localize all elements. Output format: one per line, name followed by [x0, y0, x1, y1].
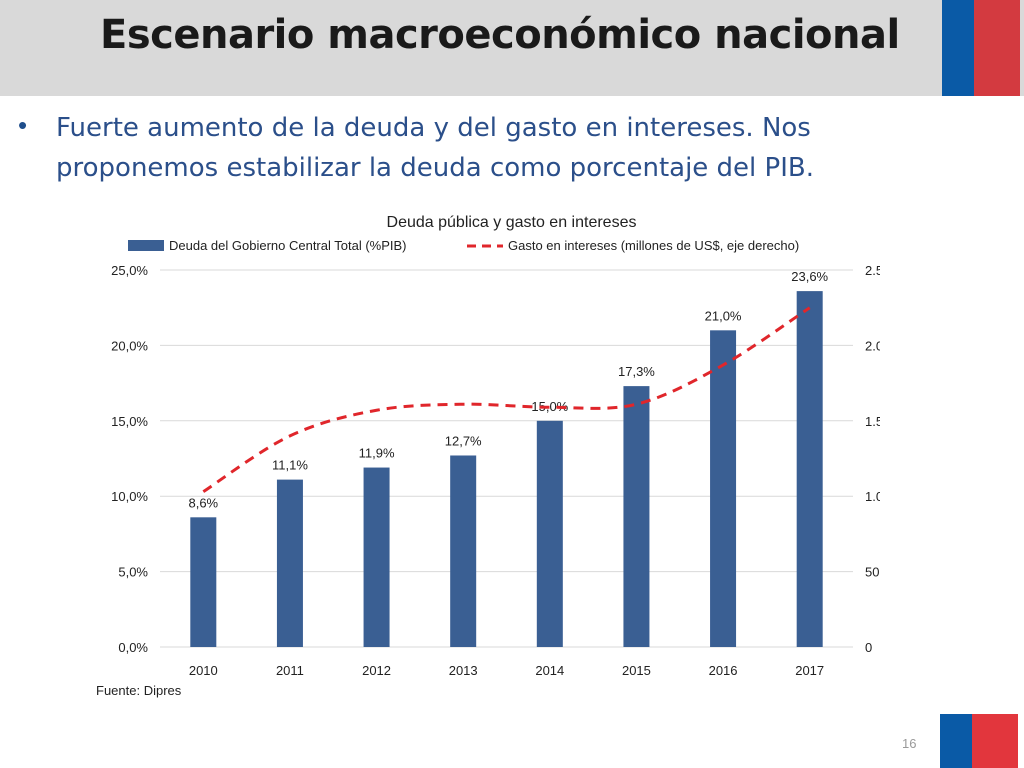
bar-2012	[363, 467, 390, 647]
y-left-tick-label: 5,0%	[118, 565, 148, 580]
chart-title: Deuda pública y gasto en intereses	[387, 214, 637, 231]
bar-data-label: 17,3%	[618, 364, 655, 379]
flag-decoration-bottom	[940, 714, 1018, 768]
x-tick-label: 2011	[276, 663, 304, 678]
y-left-tick-label: 0,0%	[118, 640, 148, 655]
x-tick-label: 2017	[795, 663, 824, 678]
bar-2014	[536, 420, 563, 647]
flag-red-stripe	[974, 0, 1020, 96]
x-tick-label: 2016	[709, 663, 738, 678]
y-left-tick-label: 15,0%	[111, 414, 148, 429]
flag-blue-stripe	[940, 714, 972, 768]
flag-red-stripe	[972, 714, 1018, 768]
debt-interest-chart: Deuda pública y gasto en intereses Deuda …	[111, 214, 880, 678]
bar-data-label: 11,9%	[359, 446, 395, 461]
bar-2017	[796, 291, 823, 647]
y-right-tick-label: 1.000	[865, 489, 880, 504]
bullet-text: Fuerte aumento de la deuda y del gasto e…	[56, 113, 814, 183]
x-tick-label: 2014	[535, 663, 564, 678]
x-tick-label: 2015	[622, 663, 651, 678]
bar-data-label: 23,6%	[791, 269, 828, 284]
y-left-tick-label: 20,0%	[111, 338, 148, 353]
legend-label-interest: Gasto en intereses (millones de US$, eje…	[508, 238, 799, 253]
legend-swatch-debt	[128, 240, 164, 251]
bar-data-label: 21,0%	[705, 308, 742, 323]
slide-title: Escenario macroeconómico nacional	[100, 12, 900, 58]
bar-2011	[276, 479, 303, 647]
bar-data-label: 11,1%	[272, 458, 308, 473]
x-tick-label: 2013	[449, 663, 478, 678]
y-right-tick-label: 500	[865, 565, 880, 580]
y-left-tick-label: 10,0%	[111, 489, 148, 504]
interest-line	[202, 306, 811, 493]
y-right-tick-label: 1.500	[865, 414, 880, 429]
bar-data-label: 12,7%	[445, 433, 482, 448]
page-number: 16	[902, 736, 917, 751]
bar-2016	[710, 330, 737, 647]
x-tick-label: 2012	[362, 663, 391, 678]
y-right-tick-label: 0	[865, 640, 872, 655]
bar-data-label: 8,6%	[188, 495, 218, 510]
bar-data-label: 15,0%	[531, 399, 568, 414]
y-left-tick-label: 25,0%	[111, 263, 148, 278]
flag-decoration-top	[942, 0, 1020, 96]
y-right-tick-label: 2.000	[865, 338, 880, 353]
bar-2010	[190, 517, 217, 647]
slide-header: Escenario macroeconómico nacional	[0, 0, 1024, 96]
bullet-icon: •	[18, 110, 28, 140]
legend-label-debt: Deuda del Gobierno Central Total (%PIB)	[169, 238, 407, 253]
y-right-tick-label: 2.500	[865, 263, 880, 278]
source-note: Fuente: Dipres	[96, 683, 182, 698]
x-tick-label: 2010	[189, 663, 218, 678]
bar-2015	[623, 386, 650, 647]
flag-blue-stripe	[942, 0, 974, 96]
bar-2013	[450, 455, 477, 647]
